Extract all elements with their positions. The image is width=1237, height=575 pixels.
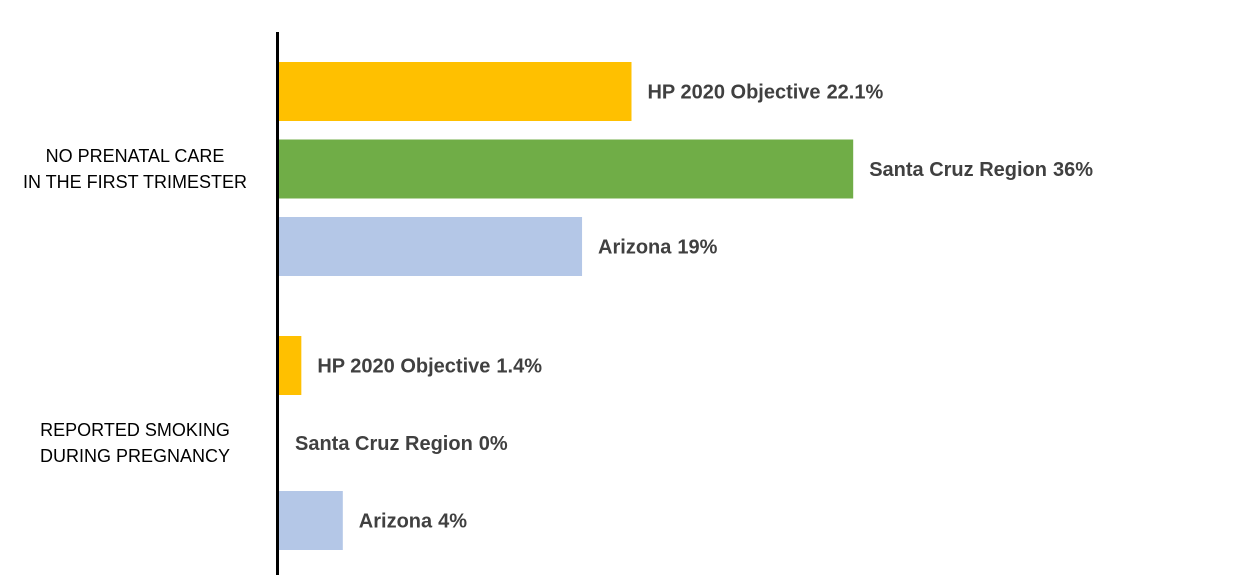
data-label: Santa Cruz Region 0% <box>295 433 508 455</box>
bar <box>279 62 632 121</box>
data-label: Arizona 19% <box>598 237 718 259</box>
bar <box>279 491 343 550</box>
series-name: HP 2020 Objective <box>647 82 820 104</box>
bar <box>279 336 302 395</box>
series-name: Arizona <box>359 511 433 533</box>
bar <box>279 217 583 276</box>
data-label: Santa Cruz Region 36% <box>869 159 1093 181</box>
value-label: 1.4% <box>496 356 542 378</box>
value-label: 19% <box>677 237 717 259</box>
series-name: Arizona <box>598 237 672 259</box>
series-name: HP 2020 Objective <box>317 356 490 378</box>
data-label: HP 2020 Objective 1.4% <box>317 356 542 378</box>
data-label: HP 2020 Objective 22.1% <box>647 82 883 104</box>
series-name: Santa Cruz Region <box>869 159 1047 181</box>
category-label: REPORTED SMOKING DURING PREGNANCY <box>39 420 231 466</box>
category-label: NO PRENATAL CARE IN THE FIRST TRIMESTER <box>22 146 248 192</box>
data-label: Arizona 4% <box>359 511 467 533</box>
value-label: 22.1% <box>827 82 884 104</box>
value-label: 4% <box>438 511 467 533</box>
series-name: Santa Cruz Region <box>295 433 473 455</box>
value-label: 36% <box>1053 159 1093 181</box>
value-label: 0% <box>479 433 508 455</box>
bar <box>279 139 854 199</box>
